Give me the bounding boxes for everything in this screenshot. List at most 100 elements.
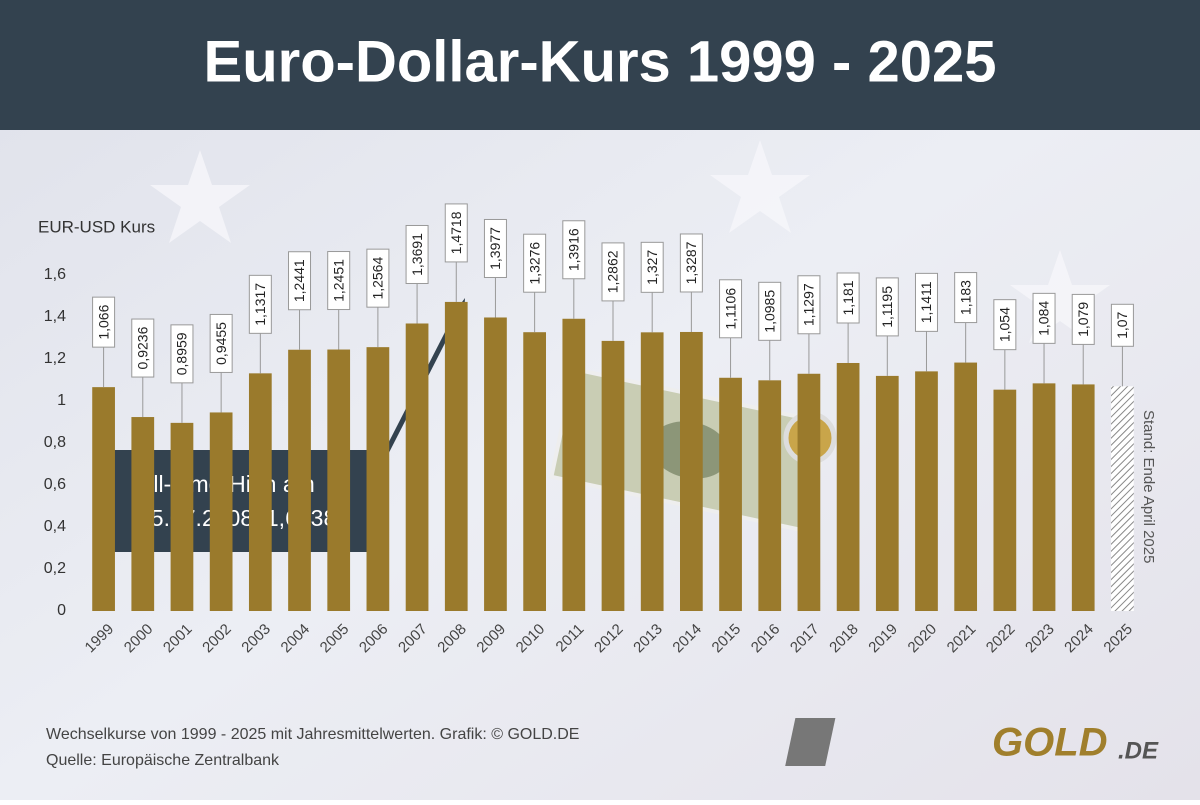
bar	[640, 332, 664, 611]
value-label: 1,4718	[448, 211, 464, 254]
label-box	[993, 299, 1017, 351]
bar	[1032, 383, 1056, 611]
header	[0, 0, 1200, 130]
label-box	[131, 318, 155, 378]
label-box	[562, 220, 586, 280]
y-axis-label: EUR-USD Kurs	[38, 217, 155, 236]
y-tick-label: 1,6	[44, 266, 66, 283]
value-label: 1,3691	[409, 233, 425, 276]
bar	[288, 349, 311, 611]
bar	[836, 362, 860, 611]
value-label: 1,1195	[879, 286, 895, 328]
value-label: 0,8959	[174, 332, 190, 375]
value-label: 1,07	[1114, 311, 1130, 338]
label-box	[405, 224, 429, 284]
bar	[1071, 384, 1095, 611]
value-label: 1,054	[997, 307, 1013, 342]
bar	[680, 331, 703, 611]
bar	[915, 371, 938, 611]
label-box	[719, 279, 743, 339]
bar	[131, 417, 155, 611]
label-box	[170, 324, 194, 384]
bar	[758, 380, 782, 611]
footer: Wechselkurse von 1999 - 2025 mit Jahresm…	[46, 726, 579, 743]
logo: GOLD	[992, 721, 1108, 765]
label-box	[1032, 292, 1056, 344]
bar	[327, 349, 351, 611]
y-tick-label: 0,4	[44, 518, 66, 535]
label-box	[797, 275, 821, 335]
flag-stars	[150, 140, 1110, 343]
bar	[1111, 386, 1134, 611]
note: Stand: Ende April 2025	[1140, 410, 1157, 563]
logo-mark	[785, 718, 836, 766]
bar	[797, 373, 821, 611]
label-box	[954, 272, 978, 324]
value-label: 1,1317	[252, 283, 268, 326]
value-label: 1,181	[840, 280, 856, 315]
value-label: 1,3287	[683, 241, 699, 284]
bar	[601, 340, 625, 611]
logo: .DE	[1118, 737, 1159, 764]
value-label: 1,066	[95, 304, 111, 339]
label-box	[248, 274, 272, 334]
bar	[993, 389, 1017, 611]
label-box	[836, 272, 860, 324]
bar	[170, 422, 194, 611]
bar	[209, 412, 233, 611]
y-tick-label: 0,2	[44, 560, 66, 577]
value-label: 1,1106	[722, 288, 738, 330]
label-box	[640, 241, 664, 293]
label-box	[914, 272, 938, 332]
label-box	[288, 251, 312, 311]
label-box	[92, 296, 116, 348]
value-label: 1,1411	[918, 281, 934, 323]
y-tick-label: 1	[57, 392, 66, 409]
value-label: 0,9455	[213, 322, 229, 365]
label-box	[1071, 293, 1095, 345]
bar	[444, 301, 468, 611]
bar	[366, 347, 390, 611]
label-box	[758, 281, 782, 341]
chart-title: Euro-Dollar-Kurs 1999 - 2025	[204, 29, 997, 94]
value-label: 1,1297	[801, 283, 817, 326]
footer: Quelle: Europäische Zentralbank	[46, 752, 280, 769]
bar	[954, 362, 978, 611]
label-box	[327, 251, 351, 311]
value-label: 1,3977	[487, 227, 503, 270]
value-label: 1,3276	[526, 242, 542, 285]
bar	[523, 332, 546, 611]
label-box	[601, 242, 625, 302]
value-label: 1,2441	[291, 259, 307, 302]
value-label: 1,079	[1075, 302, 1091, 337]
bar	[405, 323, 429, 611]
y-tick-label: 1,4	[44, 308, 66, 325]
value-label: 1,327	[644, 250, 660, 285]
label-box	[523, 233, 547, 293]
value-label: 0,9236	[134, 326, 150, 369]
value-label: 1,2564	[370, 257, 386, 300]
bar	[875, 375, 899, 611]
value-label: 1,0985	[761, 290, 777, 333]
label-box	[444, 203, 468, 263]
label-box	[366, 248, 390, 308]
value-label: 1,2862	[605, 250, 621, 293]
y-tick-label: 0,6	[44, 476, 66, 493]
label-box	[679, 233, 703, 293]
bar	[719, 377, 742, 611]
value-label: 1,2451	[330, 259, 346, 302]
value-label: 1,3916	[566, 228, 582, 271]
y-tick-label: 0,8	[44, 434, 66, 451]
value-label: 1,183	[957, 280, 973, 315]
bar	[92, 387, 115, 611]
label-box	[483, 218, 507, 278]
label-box	[1110, 303, 1134, 347]
label-box	[875, 277, 899, 337]
y-tick-label: 1,2	[44, 350, 66, 367]
bar	[248, 373, 272, 611]
value-label: 1,084	[1036, 301, 1052, 336]
y-tick-label: 0	[57, 602, 66, 619]
bar	[562, 318, 586, 611]
label-box	[209, 313, 233, 373]
